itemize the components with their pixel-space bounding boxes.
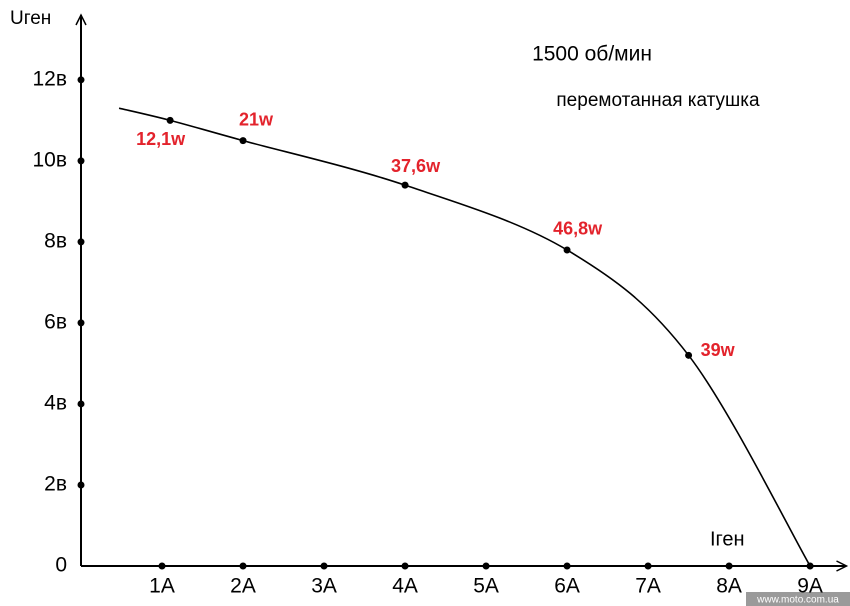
power-label: 46,8w [553,219,603,239]
y-tick-label: 4в [44,391,67,414]
x-tick-label: 2A [230,575,256,598]
x-axis-arrow [836,560,849,572]
x-tick-dot [644,562,652,570]
data-point [685,351,693,359]
x-tick-dot [239,562,247,570]
y-tick-label: 10в [32,148,67,171]
power-label: 21w [239,109,274,129]
data-point [401,181,409,189]
y-tick-label: 6в [44,310,67,333]
data-point [166,116,174,124]
x-tick-label: 3A [311,575,337,598]
y-tick-dot [77,157,85,165]
x-tick-dot [725,562,733,570]
power-label: 12,1w [136,129,186,149]
power-label: 37,6w [391,156,441,176]
watermark-bg [746,592,850,606]
y-axis-label: Uген [10,8,51,29]
x-tick-label: 4A [392,575,418,598]
y-tick-dot [77,481,85,489]
x-tick-dot [482,562,490,570]
y-tick-dot [77,238,85,246]
y-tick-dot [77,319,85,327]
chart-subtitle: перемотанная катушка [556,90,760,111]
x-axis-label: Iген [710,528,745,550]
y-axis-arrow [75,13,87,26]
power-label: 39w [701,340,736,360]
x-tick-label: 9A [797,575,823,598]
y-tick-label: 12в [32,67,67,90]
data-point [563,246,571,254]
x-tick-label: 8A [716,575,742,598]
x-tick-dot [158,562,166,570]
chart-title: 1500 об/мин [532,43,652,66]
y-tick-label: 8в [44,229,67,252]
x-tick-label: 1A [149,575,175,598]
curve [118,107,811,567]
x-tick-label: 5A [473,575,499,598]
data-point [239,137,247,145]
x-tick-label: 7A [635,575,661,598]
y-tick-dot [77,76,85,84]
x-tick-dot [320,562,328,570]
y-tick-label: 2в [44,473,67,496]
y-tick-label: 0 [55,554,67,577]
watermark: www.moto.com.ua [756,595,839,606]
y-tick-dot [77,400,85,408]
x-tick-dot [401,562,409,570]
x-tick-label: 6A [554,575,580,598]
x-tick-dot [563,562,571,570]
